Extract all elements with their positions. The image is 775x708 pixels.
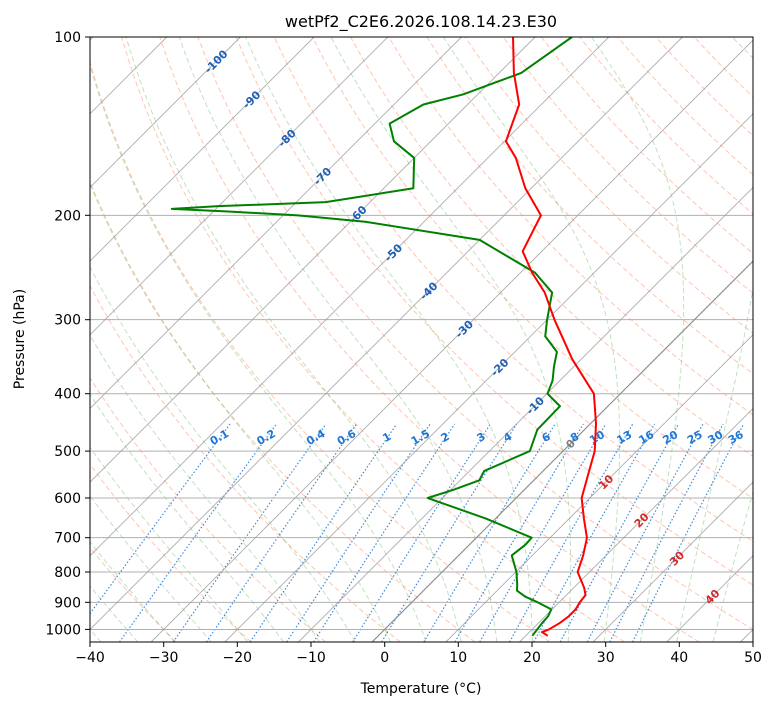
moist-adiabat-line	[443, 37, 621, 642]
moist-adiabat-line	[90, 63, 427, 642]
mixing-ratio-line	[249, 423, 398, 642]
zero-isotherm-line	[371, 260, 753, 642]
y-tick-label: 200	[54, 208, 81, 224]
mixing-ratio-line	[172, 423, 327, 642]
isotherm-line	[592, 481, 753, 642]
mixing-ratio-line	[119, 423, 278, 642]
x-tick-label: −40	[75, 650, 105, 666]
isotherm-line	[298, 186, 753, 642]
x-tick-label: 50	[744, 650, 762, 666]
isotherm-line	[90, 37, 389, 336]
mixing-ratio-line	[454, 423, 584, 642]
dry-adiabat-line	[90, 182, 476, 642]
isotherm-line	[224, 113, 753, 642]
x-tick-label: −20	[223, 650, 253, 666]
temperature-line	[504, 37, 598, 637]
x-tick-label: 20	[523, 650, 541, 666]
y-tick-label: 500	[54, 444, 81, 460]
moist-adiabat-line	[178, 37, 498, 642]
y-axis-label: Pressure (hPa)	[12, 289, 28, 389]
moist-adiabat-line	[676, 285, 753, 642]
isotherm-line	[90, 37, 315, 262]
y-tick-label: 1000	[45, 622, 81, 638]
dry-adiabat-line	[90, 546, 177, 642]
dry-adiabat-line	[388, 37, 753, 416]
dry-adiabat-line	[502, 37, 753, 294]
x-axis-ticks: −40 −30 −20 −10 0 10 20 30 40 50	[75, 642, 762, 666]
moist-adiabat-line	[90, 334, 320, 642]
x-tick-label: 40	[670, 650, 688, 666]
y-tick-label: 700	[54, 531, 81, 547]
mixing-ratio-line	[313, 423, 456, 642]
dry-adiabat-line	[121, 37, 625, 642]
mixing-ratio-line	[559, 423, 680, 642]
dry-adiabat-line	[235, 37, 753, 586]
moist-adiabat-line	[90, 393, 285, 642]
mixing-ratio-line	[423, 423, 556, 642]
isotherm-line	[90, 37, 536, 483]
moist-adiabat-line	[330, 37, 572, 642]
moist-adiabat-line	[712, 490, 753, 642]
x-tick-label: −10	[296, 650, 326, 666]
dry-adiabat-line	[197, 37, 753, 631]
isotherm-line	[445, 334, 753, 642]
y-tick-label: 600	[54, 491, 81, 507]
pressure-gridlines	[90, 37, 753, 630]
dry-adiabat-line	[90, 60, 551, 642]
dry-adiabat-line	[90, 463, 252, 642]
mixing-ratio-line	[479, 423, 607, 642]
chart-title: wetPf2_C2E6.2026.108.14.23.E30	[285, 12, 557, 32]
dry-adiabat-line	[90, 376, 326, 642]
moist-adiabat-line	[90, 265, 356, 642]
isotherm-line	[90, 37, 462, 410]
moist-adiabat-line	[125, 37, 462, 642]
y-tick-label: 900	[54, 595, 81, 611]
y-tick-label: 300	[54, 313, 81, 329]
y-tick-label: 100	[54, 30, 81, 46]
mixing-ratio-line	[352, 423, 491, 642]
dry-adiabat-line	[311, 37, 753, 500]
moist-adiabat-line	[591, 37, 685, 642]
mixing-ratio-line	[509, 423, 634, 642]
y-tick-label: 400	[54, 387, 81, 403]
dry-adiabat-line	[426, 37, 753, 375]
plot-frame	[89, 36, 754, 643]
isotherm-line	[90, 37, 683, 631]
x-tick-label: 10	[449, 650, 467, 666]
isotherm-line	[90, 37, 241, 189]
dry-adiabat-line	[159, 37, 700, 642]
y-tick-label: 800	[54, 565, 81, 581]
mixing-ratio-line	[90, 423, 231, 615]
mixing-ratio-line	[632, 423, 745, 642]
isotherm-lines	[90, 37, 753, 642]
x-tick-label: 0	[380, 650, 389, 666]
x-tick-label: −30	[149, 650, 179, 666]
dewpoint-line	[170, 37, 573, 637]
x-tick-label: 30	[597, 650, 615, 666]
moist-adiabat-line	[90, 446, 249, 642]
x-axis-label: Temperature (°C)	[360, 681, 482, 697]
sounding-profiles	[170, 37, 598, 637]
moist-adiabat-line	[90, 180, 392, 642]
mixing-ratio-line	[609, 423, 724, 642]
isotherm-line	[150, 39, 753, 642]
isotherm-line	[519, 407, 753, 642]
y-axis-ticks: 100 200 300 400 500 600 700 800 900 1000	[45, 30, 90, 638]
mixing-ratio-line	[586, 423, 704, 642]
